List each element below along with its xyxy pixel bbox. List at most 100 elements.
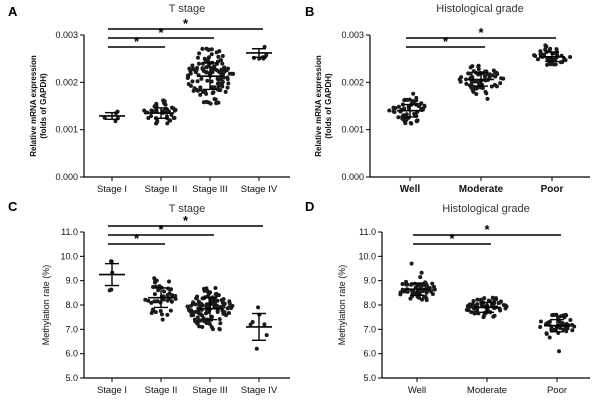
data-point [216, 100, 221, 105]
data-point [563, 325, 568, 330]
panel-letter: C [8, 199, 18, 214]
data-point [218, 321, 223, 326]
data-point [206, 48, 211, 53]
y-axis-title-line: Relative mRNA expression [314, 55, 323, 157]
data-point [213, 285, 218, 290]
x-tick-label: Poor [547, 385, 567, 396]
y-tick-label: 10.0 [358, 251, 376, 261]
x-tick-label: Stage III [192, 184, 227, 195]
data-point [469, 310, 474, 315]
data-point [387, 108, 392, 113]
data-point [216, 83, 221, 88]
data-point [185, 304, 190, 309]
significance-label: * [443, 34, 449, 49]
data-point [572, 324, 577, 329]
data-point [155, 118, 160, 123]
data-point [155, 299, 160, 304]
data-point [214, 293, 219, 298]
data-point [218, 58, 223, 63]
data-point [411, 91, 416, 96]
y-axis-title-line: Relative mRNA expression [29, 55, 38, 157]
data-point [187, 66, 192, 71]
x-tick-label: Well [400, 184, 421, 195]
data-point [222, 310, 227, 315]
data-point [165, 121, 170, 126]
data-point [472, 311, 477, 316]
panel-letter: D [305, 199, 314, 214]
data-point [113, 119, 118, 124]
data-point [499, 76, 504, 81]
data-point [204, 91, 209, 96]
data-point [553, 62, 558, 67]
x-tick-label: Stage II [145, 385, 178, 396]
y-tick-label: 7.0 [363, 324, 376, 334]
data-point [166, 279, 171, 284]
data-point [157, 284, 162, 289]
chart-title: Histological grade [442, 203, 529, 215]
data-point [493, 296, 498, 301]
data-point [154, 101, 159, 106]
data-point [206, 100, 211, 105]
data-point [535, 57, 540, 62]
data-point [210, 327, 215, 332]
data-point [484, 91, 489, 96]
data-point [544, 331, 549, 336]
data-point [262, 44, 267, 49]
data-point [568, 317, 573, 322]
data-point [491, 314, 496, 319]
data-point [475, 297, 480, 302]
data-point [212, 66, 217, 71]
data-point [555, 315, 560, 320]
data-point [557, 319, 562, 324]
panel-c: C T stage Methylation rate (%) 5.0 6.0 7.0 8.0… [8, 199, 290, 396]
data-point [205, 78, 210, 83]
data-point [217, 326, 222, 331]
data-point [216, 87, 221, 92]
y-tick-label: 0.000 [55, 172, 78, 182]
data-point [204, 70, 209, 75]
y-tick-label: 7.0 [65, 324, 78, 334]
data-point [169, 287, 174, 292]
data-point [162, 289, 167, 294]
x-tick-label: Poor [541, 184, 564, 195]
y-axis-title: Relative mRNA expression(folds of GAPDH) [29, 55, 48, 157]
data-point [474, 86, 479, 91]
y-axis-title-line: (folds of GAPDH) [324, 73, 333, 139]
data-point [215, 76, 220, 81]
y-tick-label: 6.0 [65, 349, 78, 359]
panel-a: A T stage Relative mRNA expression(folds o… [8, 3, 290, 195]
data-point [402, 98, 407, 103]
data-point [402, 106, 407, 111]
data-point [419, 270, 424, 275]
significance-label: * [134, 231, 140, 246]
data-point [225, 85, 230, 90]
data-point [470, 80, 475, 85]
data-point [471, 69, 476, 74]
chart-title: Histological grade [436, 3, 523, 15]
data-point [160, 317, 165, 322]
data-point [546, 320, 551, 325]
data-point [171, 116, 176, 121]
data-point [558, 326, 563, 331]
data-point [418, 275, 423, 280]
significance-label: * [158, 25, 164, 40]
data-point [213, 97, 218, 102]
data-point [220, 61, 225, 66]
data-point [209, 52, 214, 57]
data-point [564, 313, 569, 318]
data-point [217, 49, 222, 54]
data-point [195, 79, 200, 84]
data-point [195, 315, 200, 320]
y-tick-label: 6.0 [363, 349, 376, 359]
data-point [156, 288, 161, 293]
x-tick-label: Stage IV [241, 184, 278, 195]
panel-b: B Histological grade Relative mRNA express… [305, 3, 590, 195]
data-point [219, 298, 224, 303]
data-point [214, 303, 219, 308]
data-point [200, 303, 205, 308]
significance-label: * [484, 222, 490, 237]
data-point [256, 305, 261, 310]
data-point [458, 79, 463, 84]
data-point [558, 60, 563, 65]
